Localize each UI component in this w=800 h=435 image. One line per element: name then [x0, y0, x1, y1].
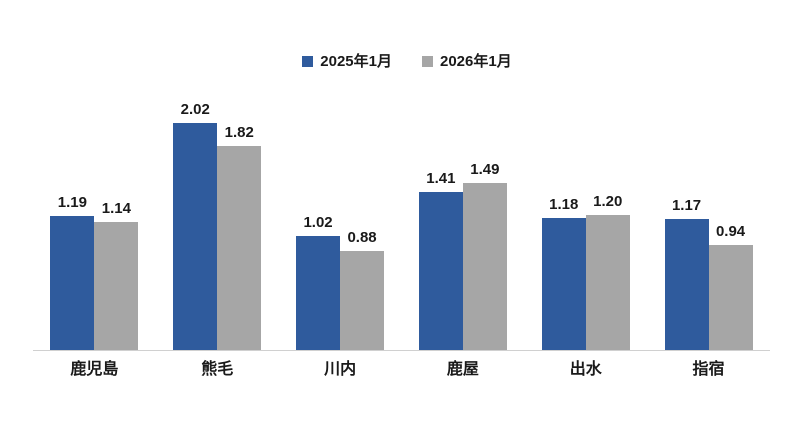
value-label: 1.02 — [303, 213, 333, 231]
bar-group: 1.17 0.94 指宿 — [647, 103, 770, 378]
legend-label-2025: 2025年1月 — [320, 53, 392, 70]
category-label: 指宿 — [692, 361, 725, 378]
bar-pair: 1.02 0.88 — [296, 213, 385, 350]
value-label: 1.17 — [671, 196, 702, 214]
bar-pair: 1.41 1.49 — [418, 160, 507, 350]
bar-series-2025 — [418, 191, 463, 350]
bar-series-2026 — [94, 222, 139, 350]
bar-wrap: 1.20 — [585, 193, 630, 350]
value-label: 0.88 — [347, 229, 377, 247]
category-label: 川内 — [324, 361, 357, 378]
bar-series-2025 — [664, 218, 709, 350]
category-label: 熊毛 — [201, 361, 234, 378]
bar-wrap: 1.02 — [296, 213, 341, 350]
bar-series-2026 — [462, 182, 507, 350]
bar-wrap: 1.41 — [418, 169, 463, 350]
value-label: 0.94 — [715, 222, 746, 240]
bar-group: 1.02 0.88 川内 — [279, 103, 402, 378]
bar-group: 2.02 1.82 熊毛 — [156, 101, 279, 378]
value-label: 1.18 — [549, 195, 579, 213]
legend-swatch-gray-icon — [422, 56, 433, 67]
value-label: 1.41 — [426, 169, 456, 187]
value-label: 1.49 — [470, 160, 500, 178]
legend-item-2025: 2025年1月 — [302, 54, 392, 69]
value-label: 1.20 — [593, 193, 623, 211]
category-label: 鹿屋 — [446, 361, 479, 378]
bar-wrap: 1.49 — [462, 160, 507, 350]
bar-wrap: 1.82 — [217, 123, 262, 350]
bar-series-2026 — [217, 145, 262, 350]
bar-wrap: 1.17 — [664, 196, 709, 350]
value-label: 2.02 — [180, 101, 210, 119]
category-label: 出水 — [569, 361, 602, 378]
bar-pair: 2.02 1.82 — [173, 101, 262, 350]
bar-series-2026 — [585, 215, 630, 350]
chart-legend: 2025年1月 2026年1月 — [0, 54, 800, 69]
bar-series-2026 — [708, 244, 753, 350]
legend-item-2026: 2026年1月 — [422, 54, 512, 69]
bar-series-2026 — [340, 251, 385, 350]
bar-wrap: 1.19 — [50, 194, 95, 350]
bar-wrap: 0.88 — [340, 229, 385, 350]
bar-series-2025 — [173, 123, 218, 350]
bar-pair: 1.17 0.94 — [664, 196, 753, 350]
bar-wrap: 1.14 — [94, 200, 139, 350]
bar-group: 1.41 1.49 鹿屋 — [401, 103, 524, 378]
bar-group: 1.18 1.20 出水 — [524, 103, 647, 378]
bar-wrap: 0.94 — [708, 222, 753, 350]
bar-series-2025 — [50, 216, 95, 350]
plot-area: 1.19 1.14 鹿児島 2.02 1.82 熊毛 1.02 0.88 川内 1.41 1.49 鹿… — [33, 101, 770, 378]
legend-swatch-blue-icon — [302, 56, 314, 67]
bar-pair: 1.18 1.20 — [541, 193, 630, 350]
legend-label-2026: 2026年1月 — [440, 53, 512, 70]
value-label: 1.82 — [224, 123, 254, 141]
bar-wrap: 1.18 — [541, 195, 586, 350]
bar-wrap: 2.02 — [173, 101, 218, 350]
bar-series-2025 — [296, 235, 341, 350]
bar-series-2025 — [541, 217, 586, 350]
value-label: 1.14 — [101, 200, 131, 217]
bar-pair: 1.19 1.14 — [50, 194, 139, 350]
value-label: 1.19 — [57, 194, 87, 212]
category-label: 鹿児島 — [70, 361, 119, 378]
bar-group: 1.19 1.14 鹿児島 — [33, 103, 156, 378]
